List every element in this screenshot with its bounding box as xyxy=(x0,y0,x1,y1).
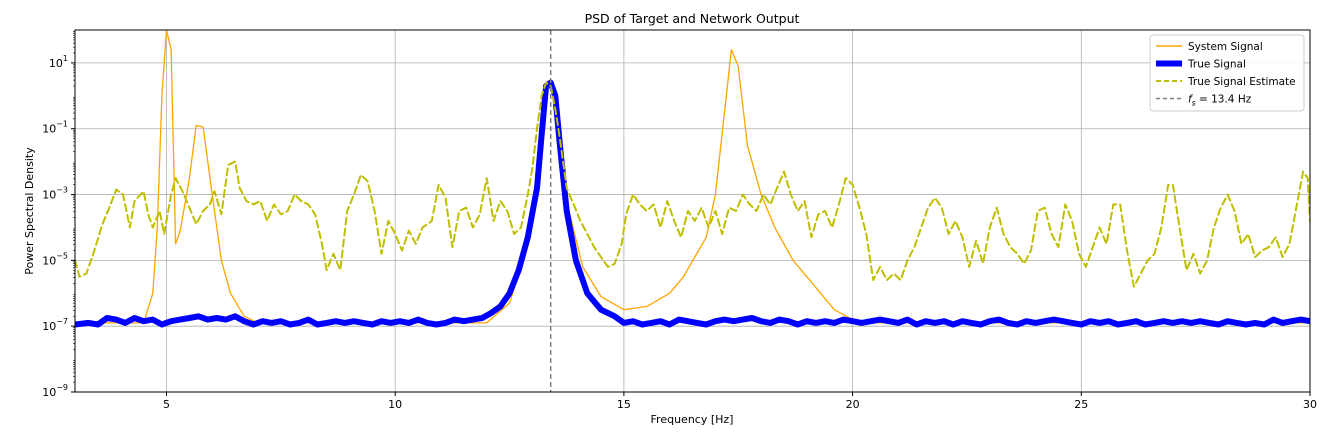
y-axis-label: Power Spectral Density xyxy=(23,147,36,275)
x-tick-label: 30 xyxy=(1303,398,1317,411)
y-tick-label: 10−3 xyxy=(42,186,68,202)
y-tick-label: 101 xyxy=(49,54,68,70)
y-tick-label: 10−9 xyxy=(42,383,68,399)
true-signal-estimate-series-line xyxy=(75,81,1310,288)
y-tick-label: 10−7 xyxy=(42,317,68,333)
x-tick-label: 15 xyxy=(617,398,631,411)
legend-label: True Signal Estimate xyxy=(1187,76,1296,88)
x-axis-label: Frequency [Hz] xyxy=(651,413,734,426)
legend-label: System Signal xyxy=(1188,41,1263,53)
legend-label: True Signal xyxy=(1187,59,1246,71)
chart-title: PSD of Target and Network Output xyxy=(585,11,800,26)
true-signal-series-line xyxy=(75,79,1310,328)
y-tick-label: 10−1 xyxy=(42,120,68,136)
axis-ticks: 5 10 15 20 25 30 101 10−1 10−3 10−5 10−7 10−9 xyxy=(42,31,1317,411)
y-tick-label: 10−5 xyxy=(42,251,68,267)
series-lines xyxy=(75,30,1310,392)
x-tick-label: 10 xyxy=(388,398,402,411)
legend-box xyxy=(1149,34,1305,112)
plot-frame xyxy=(74,29,1311,393)
legend-label-fs: fs = 13.4 Hz xyxy=(1188,94,1252,108)
x-tick-label: 20 xyxy=(846,398,860,411)
legend: System Signal True Signal True Signal Esti… xyxy=(1149,34,1305,112)
x-tick-label: 5 xyxy=(163,398,170,411)
x-tick-label: 25 xyxy=(1074,398,1088,411)
